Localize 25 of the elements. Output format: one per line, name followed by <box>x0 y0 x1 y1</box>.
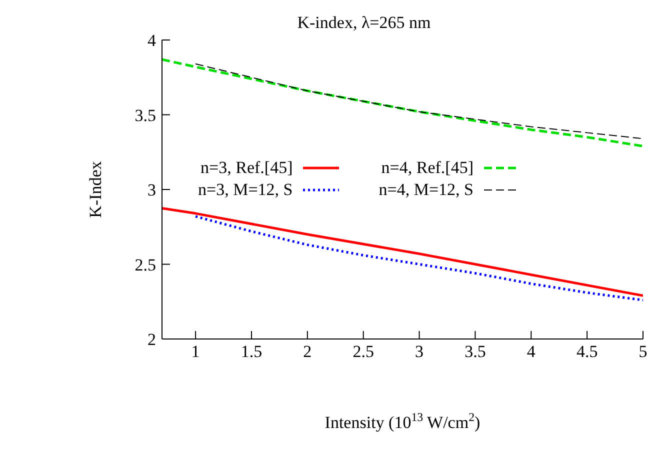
x-tick-label: 4 <box>526 342 536 362</box>
x-tick-label: 1 <box>191 342 200 362</box>
y-tick-label: 2.5 <box>134 255 156 274</box>
line-series <box>162 206 643 297</box>
x-tick-label: 4.5 <box>576 342 598 362</box>
y-tick-label: 3 <box>148 180 156 200</box>
line-series <box>162 58 643 148</box>
legend-label: n=3, Ref.[45] <box>200 158 293 178</box>
y-axis-title: K-Index <box>86 160 106 218</box>
y-tick-label: 4 <box>148 31 156 50</box>
x-tick-label: 2.5 <box>352 342 374 362</box>
line-series <box>195 63 643 140</box>
y-tick-label: 3.5 <box>134 106 156 125</box>
x-axis-title: Intensity (10$^{13}$ W/cm$^{2}$) <box>324 410 480 432</box>
legend-label: n=4, Ref.[45] <box>381 158 474 178</box>
x-tick-label: 2 <box>303 342 312 362</box>
x-tick-label: 3 <box>415 342 424 362</box>
x-tick-label: 1.5 <box>240 342 262 362</box>
legend-label: n=4, M=12, S <box>378 180 474 200</box>
chart-title: K-index, λ=265 nm <box>297 13 431 32</box>
y-tick-label: 2 <box>148 330 156 350</box>
legend-label: n=3, M=12, S <box>198 180 293 200</box>
line-series <box>194 215 643 302</box>
x-tick-label: 3.5 <box>464 342 486 362</box>
x-tick-label: 5 <box>638 342 648 362</box>
